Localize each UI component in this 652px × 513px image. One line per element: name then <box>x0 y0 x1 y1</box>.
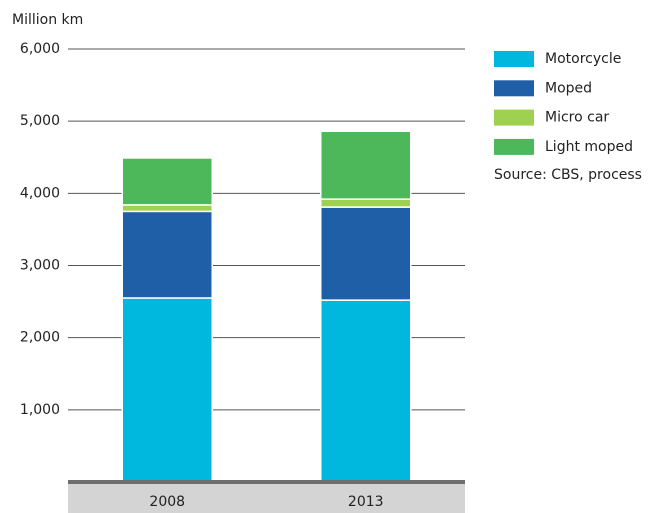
legend-label: Micro car <box>545 110 609 126</box>
bar-segment <box>320 198 412 208</box>
legend-label: Moped <box>545 80 592 96</box>
y-axis-label: Million km <box>12 12 83 28</box>
y-tick-label: 2,000 <box>20 330 60 346</box>
legend-label: Motorcycle <box>545 51 621 67</box>
y-tick-label: 4,000 <box>20 185 60 201</box>
y-tick-label: 6,000 <box>20 41 60 57</box>
bar-segment <box>121 210 213 299</box>
legend-swatch <box>494 80 534 97</box>
x-tick-label: 2008 <box>149 494 185 510</box>
x-axis-band <box>68 482 465 513</box>
x-tick-label: 2013 <box>348 494 384 510</box>
annotation: Source: CBS, process <box>494 167 642 183</box>
bar-segment <box>320 130 412 200</box>
legend-swatch <box>494 109 534 126</box>
legend-label: Light moped <box>545 139 633 155</box>
bar-segment <box>320 299 412 483</box>
bar-segment <box>121 204 213 213</box>
y-tick-label: 1,000 <box>20 402 60 418</box>
y-tick-label: 3,000 <box>20 258 60 274</box>
bar-segment <box>121 297 213 483</box>
bar-segment <box>121 157 213 206</box>
bar-segment <box>320 206 412 301</box>
legend-swatch <box>494 138 534 155</box>
y-tick-label: 5,000 <box>20 113 60 129</box>
legend-swatch <box>494 51 534 67</box>
